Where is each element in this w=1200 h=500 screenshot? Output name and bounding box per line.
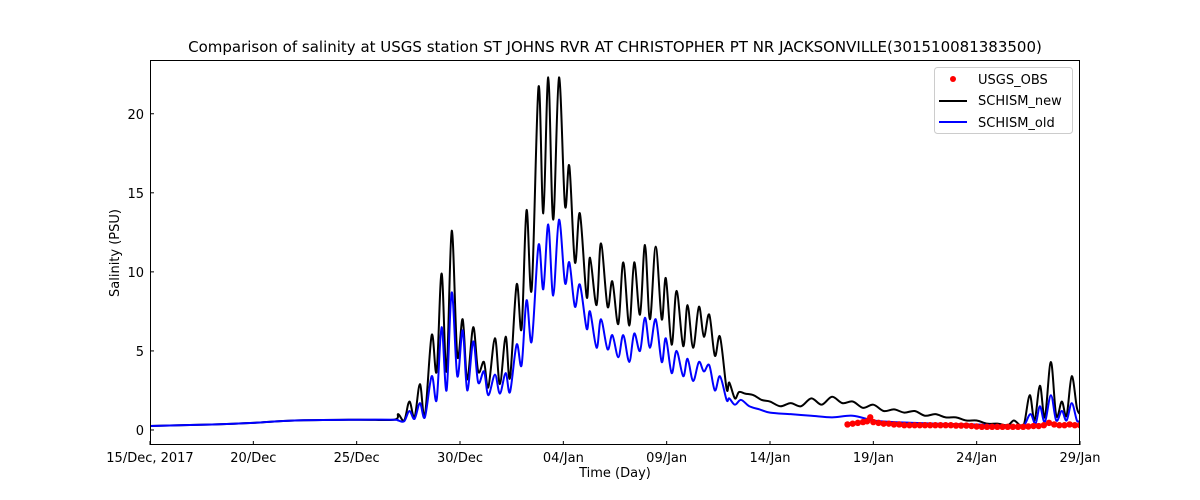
- legend-label-obs: USGS_OBS: [978, 73, 1048, 88]
- obs-point: [1025, 423, 1032, 430]
- obs-point: [932, 422, 939, 429]
- x-tick-label: 14/Jan: [750, 451, 791, 466]
- obs-point: [906, 422, 913, 429]
- obs-point: [1014, 423, 1022, 431]
- obs-point: [1071, 422, 1079, 429]
- x-tick-label: 25/Dec: [334, 451, 380, 466]
- obs-point: [926, 422, 934, 429]
- obs-point: [957, 422, 965, 429]
- obs-point: [849, 420, 856, 427]
- obs-point: [1045, 419, 1053, 427]
- obs-point: [1019, 423, 1027, 431]
- obs-point: [895, 421, 903, 428]
- legend-label-new: SCHISM_new: [978, 94, 1062, 109]
- obs-point: [999, 423, 1006, 431]
- obs-point: [1009, 423, 1017, 431]
- obs-point: [952, 422, 960, 429]
- series-line-schism-new: [150, 76, 1080, 428]
- legend-marker-obs: [950, 76, 956, 82]
- x-tick-label: 04/Jan: [543, 451, 584, 466]
- legend-box: [934, 67, 1073, 134]
- obs-point: [1050, 421, 1058, 428]
- obs-point: [1061, 422, 1068, 429]
- obs-point: [963, 422, 970, 429]
- obs-point: [942, 422, 949, 429]
- x-tick-label: 24/Jan: [956, 451, 997, 466]
- obs-point: [1040, 422, 1048, 429]
- obs-point: [968, 422, 975, 430]
- obs-point: [870, 418, 877, 426]
- obs-point: [921, 422, 929, 429]
- plot-frame: [150, 60, 1080, 445]
- y-tick-label: 5: [136, 345, 144, 360]
- x-tick-label: 20/Dec: [230, 451, 276, 466]
- obs-point: [911, 422, 918, 429]
- x-tick-label: 29/Jan: [1060, 451, 1101, 466]
- y-tick-label: 0: [136, 424, 144, 439]
- obs-point: [916, 422, 924, 429]
- obs-point: [875, 419, 882, 427]
- obs-point: [994, 423, 1001, 431]
- obs-point: [937, 422, 944, 429]
- legend-label-old: SCHISM_old: [978, 116, 1055, 131]
- obs-point: [988, 423, 996, 431]
- obs-point: [890, 421, 898, 428]
- y-tick-label: 15: [127, 187, 144, 202]
- obs-point: [983, 423, 991, 431]
- series-line-schism-old: [150, 218, 1080, 428]
- obs-point: [1035, 422, 1042, 430]
- x-tick-label: 15/Dec, 2017: [106, 451, 193, 466]
- obs-point: [1056, 422, 1063, 429]
- obs-point: [1066, 421, 1073, 428]
- obs-point: [1004, 423, 1011, 431]
- legend: USGS_OBS SCHISM_new SCHISM_old: [934, 67, 1073, 134]
- x-axis-label: Time (Day): [578, 466, 651, 481]
- obs-point: [880, 420, 887, 427]
- chart-title: Comparison of salinity at USGS station S…: [188, 38, 1042, 56]
- obs-point: [1030, 422, 1037, 430]
- obs-point: [844, 421, 851, 428]
- obs-point: [854, 419, 862, 427]
- obs-point: [885, 420, 893, 427]
- x-tick-label: 30/Dec: [437, 451, 483, 466]
- obs-point: [867, 414, 874, 421]
- y-tick-label: 10: [127, 266, 144, 281]
- x-tick-label: 09/Jan: [646, 451, 687, 466]
- y-tick-label: 20: [127, 108, 144, 123]
- obs-point: [973, 423, 980, 430]
- obs-point: [978, 423, 986, 431]
- x-tick-label: 19/Jan: [853, 451, 894, 466]
- obs-point: [901, 422, 908, 429]
- y-axis-label: Salinity (PSU): [108, 209, 123, 297]
- obs-point: [947, 422, 955, 429]
